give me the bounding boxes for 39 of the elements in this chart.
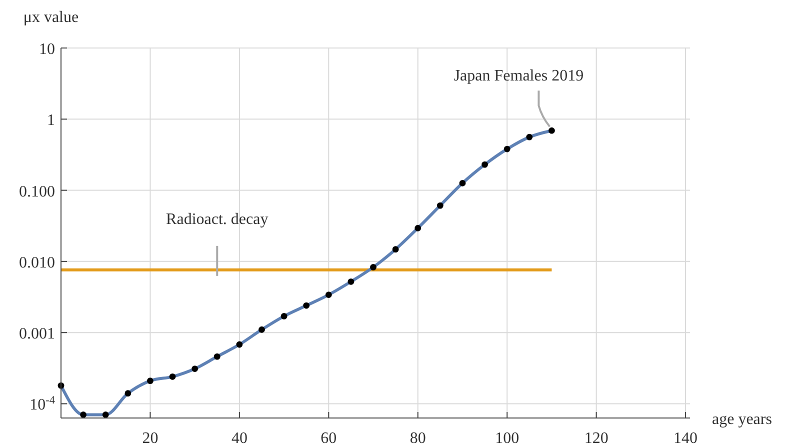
y-tick-label: 1	[47, 112, 55, 130]
point	[370, 264, 376, 270]
y-axis-title: μx value	[23, 9, 79, 26]
point	[258, 326, 265, 333]
x-tick-label: 120	[584, 430, 608, 447]
y-tick-label: 0.100	[19, 183, 55, 200]
point	[303, 302, 310, 309]
point	[192, 366, 198, 372]
text: Japan Females 2019	[454, 68, 584, 85]
x-tick-label: 40	[231, 430, 248, 447]
y-tick-label: 10$^{-4}$	[30, 394, 56, 414]
x-tick-label: 100	[495, 430, 520, 447]
point	[414, 224, 422, 232]
point	[325, 292, 332, 298]
point	[147, 378, 154, 384]
point	[392, 246, 399, 253]
point	[526, 134, 533, 140]
y-tick-label: 10	[39, 41, 55, 58]
point	[459, 180, 466, 186]
point	[280, 312, 288, 320]
x-tick-label: 20	[142, 430, 158, 447]
point	[214, 353, 220, 360]
x-tick-label: 80	[410, 430, 426, 447]
point	[482, 161, 488, 168]
ref-line-label: Radioact. decay	[166, 210, 268, 228]
x-tick-label: 60	[320, 430, 337, 447]
point	[236, 341, 243, 348]
x-tick-label: 140	[674, 430, 698, 447]
point	[124, 390, 132, 397]
point	[548, 127, 555, 134]
point	[102, 412, 109, 418]
x-axis-title: age years	[712, 411, 772, 428]
y-tick-label: 0.010	[19, 254, 55, 272]
point	[436, 202, 444, 209]
point	[80, 412, 87, 418]
y-tick-label: 0.001	[19, 326, 55, 343]
point	[169, 373, 176, 380]
point	[504, 146, 510, 152]
point	[348, 278, 354, 285]
